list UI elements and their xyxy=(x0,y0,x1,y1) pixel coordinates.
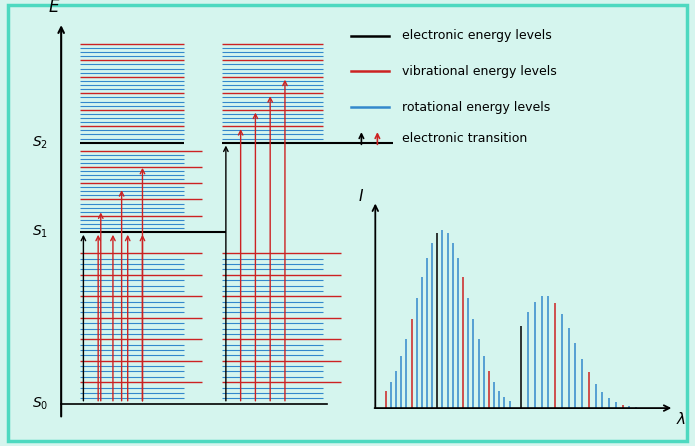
Text: electronic energy levels: electronic energy levels xyxy=(402,29,551,42)
FancyBboxPatch shape xyxy=(8,5,687,441)
Text: $S_2$: $S_2$ xyxy=(32,135,49,151)
Text: $E$: $E$ xyxy=(48,0,60,16)
Text: $S_0$: $S_0$ xyxy=(32,396,49,412)
Text: $\lambda$: $\lambda$ xyxy=(676,411,686,427)
Text: electronic transition: electronic transition xyxy=(402,132,527,145)
Text: $S_1$: $S_1$ xyxy=(32,224,49,240)
Text: rotational energy levels: rotational energy levels xyxy=(402,100,550,114)
Text: $I$: $I$ xyxy=(359,188,364,204)
Text: vibrational energy levels: vibrational energy levels xyxy=(402,65,557,78)
